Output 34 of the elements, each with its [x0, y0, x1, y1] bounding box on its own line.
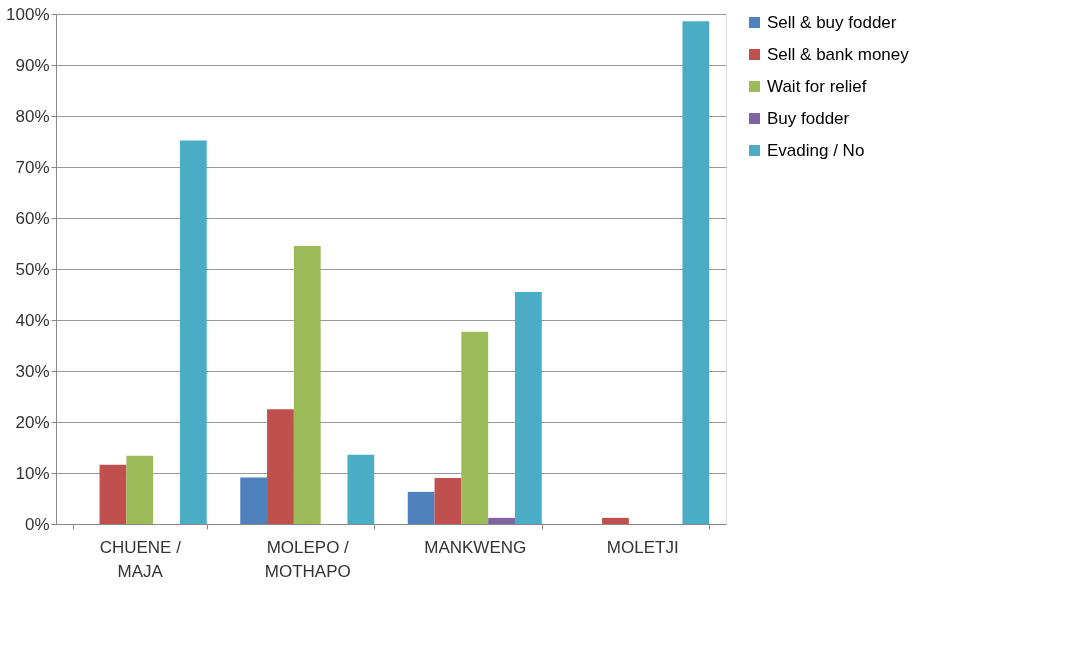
bar	[461, 331, 489, 524]
bar	[293, 246, 321, 524]
y-tick-label: 70%	[15, 157, 50, 177]
bar	[682, 21, 710, 524]
y-tick-label: 30%	[15, 361, 50, 381]
y-tick-label: 100%	[6, 4, 50, 24]
y-tick-label: 10%	[15, 463, 50, 483]
legend-label: Evading / No	[767, 140, 865, 160]
bar	[126, 455, 154, 524]
bar	[99, 464, 127, 524]
bar	[240, 477, 268, 524]
legend-label: Sell & buy fodder	[767, 12, 897, 32]
legend-label: Wait for relief	[767, 76, 867, 96]
legend-label: Sell & bank money	[767, 44, 910, 64]
bar	[179, 140, 207, 524]
bar	[488, 517, 515, 524]
y-tick-label: 20%	[15, 412, 50, 432]
bar	[602, 517, 629, 524]
y-tick-label: 80%	[15, 106, 50, 126]
y-tick-label: 40%	[15, 310, 50, 330]
y-tick-label: 0%	[24, 514, 50, 534]
y-tick-label: 50%	[15, 259, 50, 279]
y-tick-label: 90%	[15, 55, 50, 75]
bar	[347, 454, 375, 524]
bar	[514, 291, 542, 524]
y-tick-label: 60%	[15, 208, 50, 228]
bar	[434, 478, 462, 524]
bar	[267, 409, 294, 524]
x-tick-label: CHUENE / MAJA	[99, 537, 182, 581]
x-tick-label: MANKWENG	[424, 537, 527, 557]
x-tick-label: MOLEPO / MOTHAPO	[264, 537, 351, 581]
legend-label: Buy fodder	[767, 108, 850, 128]
x-tick-label: MOLETJI	[606, 537, 679, 557]
bar	[407, 491, 435, 524]
